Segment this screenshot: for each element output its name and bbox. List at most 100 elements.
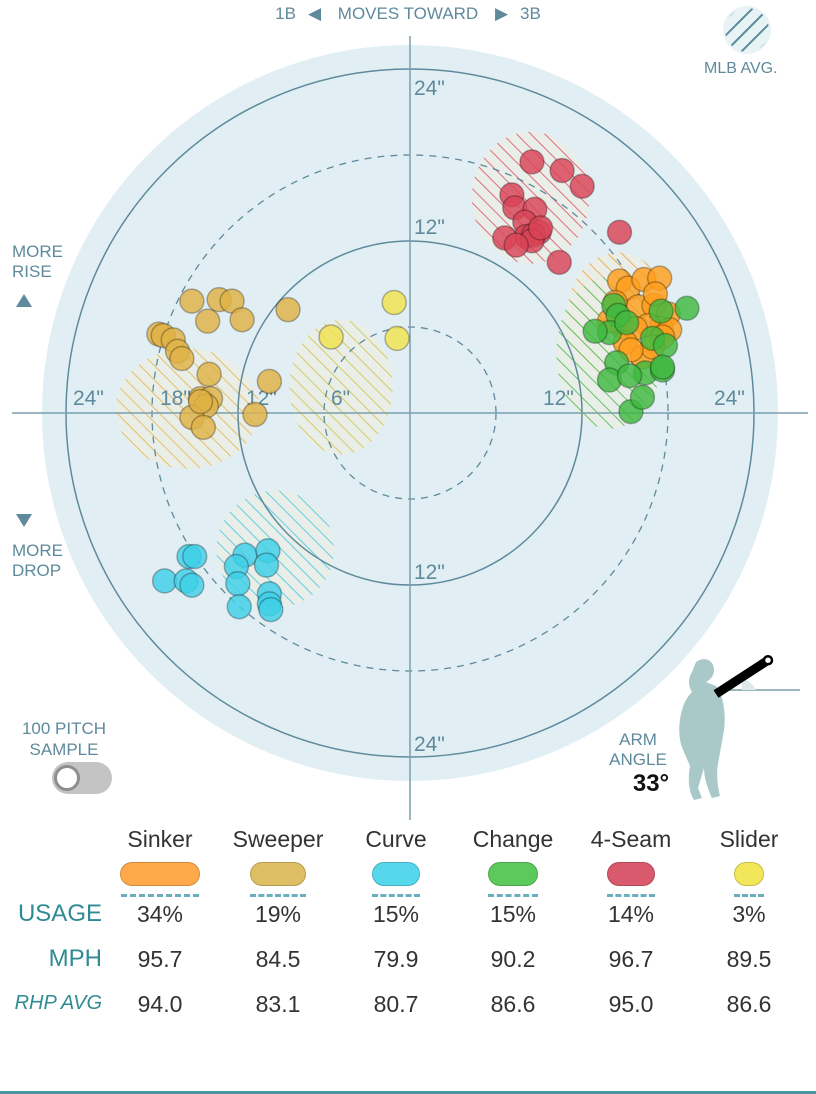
pitch-point-change[interactable] (674, 295, 700, 321)
usage-value: 34% (136, 901, 184, 927)
usage-value: 15% (489, 901, 537, 927)
more-rise-label: MORE RISE (12, 242, 63, 282)
more-drop-line1: MORE (12, 541, 63, 560)
mph-value: 90.2 (490, 946, 536, 972)
legend-hatch-line (730, 13, 764, 47)
mph-value: 96.7 (608, 946, 654, 972)
usage-dash-indicator (372, 894, 420, 897)
pitch-point-sweeper[interactable] (242, 401, 268, 428)
series-sweeper (146, 286, 301, 441)
usage-dash-indicator (121, 894, 199, 897)
pitch-point-curve[interactable] (258, 596, 284, 623)
series-curve (151, 538, 284, 623)
moves-toward-label: MOVES TOWARD (337, 4, 479, 23)
mph-value: 95.7 (137, 946, 183, 972)
pitch-sample-toggle[interactable] (52, 762, 112, 794)
pitch-point-curve[interactable] (182, 543, 208, 570)
rhp-avg-value: 86.6 (490, 991, 536, 1017)
pitch-point-sweeper[interactable] (179, 288, 205, 314)
mph-value: 89.5 (726, 946, 772, 972)
mph-row-label: MPH (48, 945, 102, 972)
arm-angle-label: ARM ANGLE (606, 730, 670, 770)
more-rise-line2: RISE (12, 262, 52, 281)
toggle-knob[interactable] (54, 765, 80, 791)
usage-dash-indicator (734, 894, 764, 897)
pitch-point-change[interactable] (648, 298, 674, 324)
more-drop-line2: DROP (12, 561, 62, 580)
pitch-color-swatch[interactable] (372, 862, 420, 886)
pitch-color-swatch[interactable] (734, 862, 764, 886)
pitch-name: Sinker (127, 826, 193, 852)
pitch-name: Change (472, 826, 554, 852)
pitch-point-sweeper[interactable] (275, 296, 301, 323)
pitch-point-4-seam[interactable] (606, 219, 633, 245)
left-arrow-icon: ◀ (307, 4, 322, 23)
pitch-color-swatch[interactable] (120, 862, 200, 886)
pitch-point-curve[interactable] (151, 568, 178, 594)
pitch-point-sweeper[interactable] (187, 388, 214, 415)
mlb-avg-legend-label: MLB AVG. (704, 60, 778, 77)
more-rise-line1: MORE (12, 242, 63, 261)
rhp-avg-value: 83.1 (255, 991, 301, 1017)
pitch-name: Slider (719, 826, 779, 852)
usage-value: 19% (254, 901, 302, 927)
mlb-avg-zone-slider (289, 319, 393, 455)
usage-dash-indicator (250, 894, 306, 897)
pitch-point-sweeper[interactable] (196, 361, 222, 388)
pitch-point-4-seam[interactable] (519, 149, 545, 175)
pitch-point-curve[interactable] (253, 552, 280, 578)
pitch-point-sweeper[interactable] (256, 368, 283, 395)
pitch-point-curve[interactable] (226, 593, 252, 620)
pitch-point-slider[interactable] (318, 324, 344, 350)
usage-row-label: USAGE (17, 900, 102, 927)
ring-label-top-24: 24" (414, 77, 445, 100)
pitch-point-change[interactable] (629, 384, 656, 410)
pitch-point-change[interactable] (649, 354, 676, 380)
mph-value: 84.5 (255, 946, 301, 972)
rhp-avg-row-label: RHP AVG (14, 992, 102, 1014)
usage-value: 15% (372, 901, 420, 927)
arm-angle-value: 33° (632, 770, 670, 797)
pitch-color-swatch[interactable] (607, 862, 655, 886)
legend-hatch-line (738, 21, 769, 52)
pitch-point-4-seam[interactable] (549, 157, 575, 184)
third-base-label: 3B (520, 4, 541, 23)
ring-label-right-12: 12" (543, 387, 574, 410)
series-slider (318, 289, 410, 352)
rhp-avg-value: 80.7 (373, 991, 419, 1017)
down-arrow-icon (16, 514, 32, 527)
usage-dash-indicator (607, 894, 655, 897)
pitch-point-sweeper[interactable] (169, 345, 195, 372)
usage-value: 3% (732, 901, 766, 927)
sample-label-line1: 100 PITCH (21, 719, 107, 738)
pitch-point-4-seam[interactable] (527, 215, 554, 241)
pitch-point-4-seam[interactable] (546, 249, 572, 276)
usage-value: 14% (607, 901, 655, 927)
pitch-color-swatch[interactable] (250, 862, 306, 886)
right-arrow-icon: ▶ (494, 4, 509, 23)
pitch-point-sweeper[interactable] (229, 306, 255, 333)
mlb-avg-legend-swatch (723, 6, 771, 54)
pitch-point-sweeper[interactable] (190, 414, 217, 441)
pitch-point-curve[interactable] (179, 572, 205, 598)
pitch-point-change[interactable] (582, 318, 608, 344)
pitch-point-sweeper[interactable] (219, 288, 245, 314)
pitch-point-change[interactable] (616, 362, 643, 389)
pitch-point-slider[interactable] (381, 289, 407, 316)
pitch-point-4-seam[interactable] (503, 232, 529, 258)
series-change (582, 292, 700, 425)
pitch-points (146, 149, 700, 623)
pitch-point-change[interactable] (613, 309, 640, 336)
ring-label-left-6: 6" (331, 387, 350, 410)
ring-label-bottom-24: 24" (414, 733, 445, 756)
pitch-point-sweeper[interactable] (194, 308, 221, 334)
ring-label-top-12: 12" (414, 216, 445, 239)
pitch-point-change[interactable] (652, 332, 679, 359)
pitch-name: Sweeper (232, 826, 324, 852)
pitch-point-slider[interactable] (384, 325, 410, 352)
pitch-color-swatch[interactable] (488, 862, 538, 886)
pitch-point-curve[interactable] (225, 571, 251, 597)
pitch-point-4-seam[interactable] (569, 173, 595, 200)
rhp-avg-value: 95.0 (608, 991, 654, 1017)
ring-label-bottom-12: 12" (414, 561, 445, 584)
